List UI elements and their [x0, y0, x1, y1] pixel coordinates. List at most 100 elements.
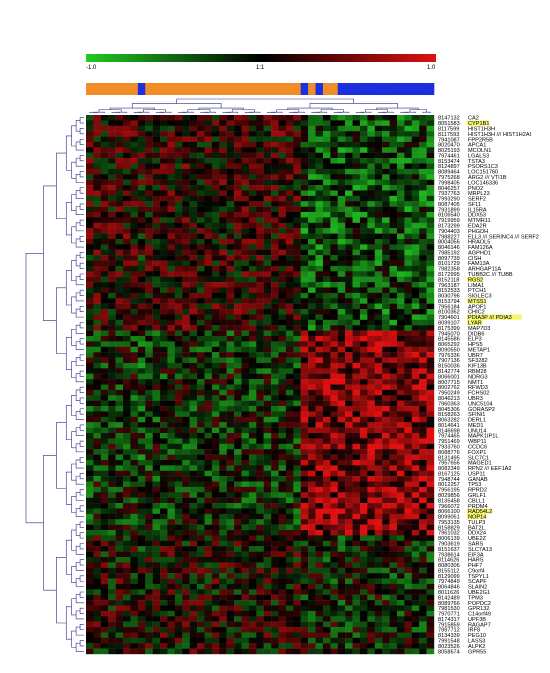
heatmap-cell — [315, 282, 324, 288]
heatmap-cell — [167, 131, 176, 137]
heatmap-cell — [426, 519, 435, 525]
heatmap-cell — [219, 238, 227, 245]
heatmap-cell — [396, 438, 405, 444]
heatmap-cell — [137, 276, 146, 283]
heatmap-cell — [93, 433, 101, 439]
heatmap-cell — [330, 346, 338, 353]
heatmap-cell — [308, 260, 316, 267]
heatmap-cell — [278, 411, 287, 418]
heatmap-cell — [278, 406, 287, 412]
heatmap-cell — [374, 443, 383, 450]
heatmap-cell — [115, 556, 124, 563]
heatmap-cell — [93, 465, 101, 471]
heatmap-cell — [382, 325, 390, 331]
heatmap-cell — [93, 416, 101, 423]
heatmap-cell — [115, 228, 124, 234]
heatmap-cell — [315, 389, 324, 396]
heatmap-cell — [248, 470, 257, 477]
heatmap-cell — [359, 282, 368, 288]
heatmap-cell — [167, 115, 176, 121]
heatmap-cell — [248, 168, 257, 175]
heatmap-cell — [197, 287, 205, 294]
heatmap-cell — [389, 352, 398, 358]
heatmap-cell — [374, 454, 383, 461]
heatmap-cell — [315, 492, 324, 498]
heatmap-cell — [160, 384, 168, 391]
heatmap-cell — [189, 298, 198, 304]
heatmap-cell — [382, 168, 390, 175]
heatmap-cell — [219, 470, 227, 477]
heatmap-cell — [108, 519, 116, 525]
heatmap-cell — [248, 379, 257, 385]
heatmap-cell — [160, 233, 168, 240]
heatmap-cell — [189, 643, 198, 649]
heatmap-cell — [256, 621, 264, 628]
heatmap-cell — [374, 303, 383, 310]
heatmap-cell — [374, 120, 383, 126]
heatmap-cell — [389, 535, 398, 542]
heatmap-cell — [137, 255, 146, 261]
heatmap-cell — [285, 411, 294, 418]
heatmap-cell — [404, 179, 412, 186]
heatmap-cell — [374, 206, 383, 213]
heatmap-cell — [100, 158, 109, 164]
heatmap-cell — [256, 341, 264, 347]
heatmap-cell — [137, 583, 146, 590]
heatmap-cell — [308, 454, 316, 461]
heatmap-cell — [271, 190, 279, 197]
row-id-label: 8152533 — [438, 288, 460, 294]
heatmap-cell — [359, 427, 368, 434]
heatmap-cell — [315, 454, 324, 461]
heatmap-cell — [396, 632, 405, 639]
heatmap-cell — [352, 238, 361, 245]
heatmap-cell — [248, 535, 257, 542]
heatmap-cell — [197, 276, 205, 283]
heatmap-cell — [86, 519, 94, 525]
heatmap-cell — [426, 470, 435, 477]
heatmap-cell — [396, 416, 405, 423]
heatmap-cell — [234, 238, 242, 245]
row-id-label: 7956184 — [438, 304, 460, 310]
heatmap-cell — [115, 454, 124, 461]
heatmap-cell — [389, 190, 398, 197]
heatmap-cell — [226, 265, 235, 272]
heatmap-cell — [93, 427, 101, 434]
heatmap-cell — [315, 287, 324, 294]
heatmap-cell — [367, 185, 375, 191]
heatmap-cell — [359, 201, 368, 207]
heatmap-cell — [108, 465, 116, 471]
heatmap-cell — [137, 249, 146, 256]
heatmap-cell — [241, 222, 250, 229]
heatmap-cell — [419, 244, 427, 250]
heatmap-cell — [256, 562, 264, 568]
heatmap-cell — [174, 481, 183, 488]
heatmap-cell — [123, 352, 131, 358]
heatmap-cell — [219, 163, 227, 170]
heatmap-cell — [123, 546, 131, 552]
heatmap-cell — [359, 637, 368, 644]
heatmap-cell — [108, 282, 116, 288]
heatmap-cell — [374, 465, 383, 471]
heatmap-cell — [160, 594, 168, 601]
heatmap-cell — [271, 567, 279, 574]
row-id-label: 7976336 — [438, 353, 460, 359]
heatmap-cell — [211, 411, 220, 418]
heatmap-cell — [86, 400, 94, 407]
heatmap-cell — [411, 573, 420, 579]
row-id-label: 7945070 — [438, 331, 460, 337]
heatmap-cell — [404, 174, 412, 180]
heatmap-cell — [248, 217, 257, 223]
heatmap-cell — [152, 265, 161, 272]
heatmap-cell — [285, 384, 294, 391]
heatmap-cell — [278, 185, 287, 191]
heatmap-cell — [278, 352, 287, 358]
heatmap-cell — [352, 481, 361, 488]
heatmap-cell — [300, 158, 309, 164]
heatmap-cell — [322, 535, 331, 542]
row-gene-label: HPS5 — [468, 342, 483, 348]
heatmap-cell — [293, 443, 301, 450]
heatmap-cell — [263, 454, 272, 461]
heatmap-cell — [404, 497, 412, 504]
heatmap-cell — [419, 508, 427, 515]
heatmap-cell — [352, 459, 361, 466]
